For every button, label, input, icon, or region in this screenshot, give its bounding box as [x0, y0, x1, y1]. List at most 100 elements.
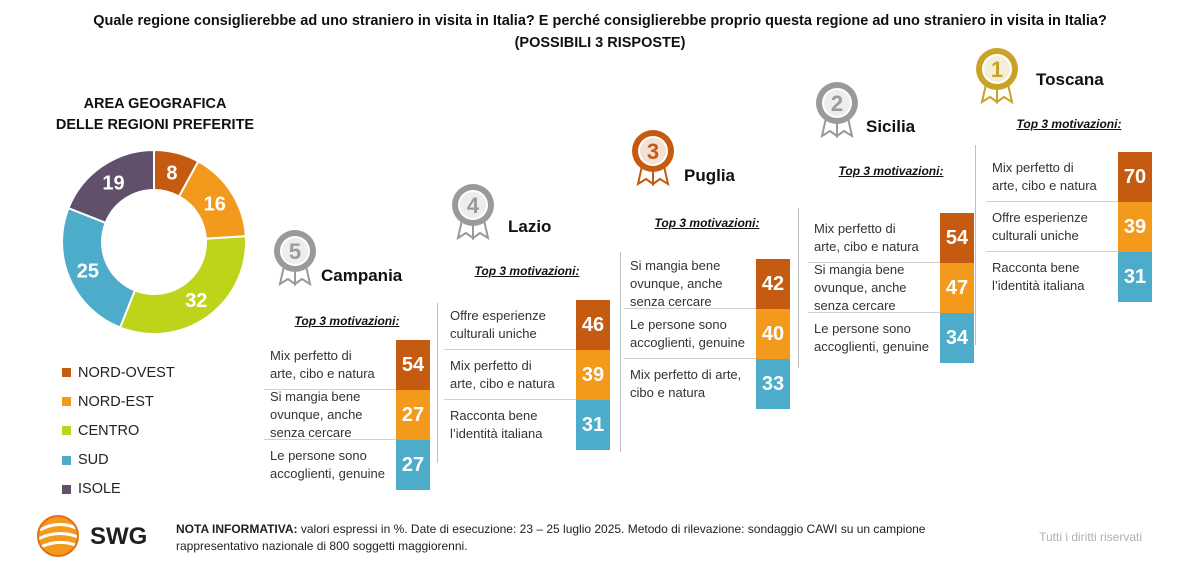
motivation-label: Racconta bene l’identità italiana [450, 408, 543, 441]
motivation-label: Si mangia bene ovunque, anche senza cercar… [814, 262, 907, 313]
rights-text: Tutti i diritti riservati [1039, 530, 1142, 544]
top3-subtitle: Top 3 motivazioni: [654, 216, 760, 230]
medal-rank-label: 2 [831, 91, 843, 116]
donut-label-isole: 19 [102, 172, 124, 194]
motivation-row: Offre esperienze culturali uniche 46 [444, 300, 610, 350]
motivation-row: Si mangia bene ovunque, anche senza cercar… [624, 258, 790, 309]
motivation-row: Mix perfetto di arte, cibo e natura 39 [444, 350, 610, 400]
title-line-1: Quale regione consiglierebbe ad uno stra… [93, 13, 1107, 29]
motivation-value: 54 [940, 213, 974, 263]
motivation-label: Racconta bene l’identità italiana [992, 260, 1085, 293]
medal-rank-label: 4 [467, 193, 480, 218]
column-divider [620, 252, 621, 452]
donut-title: AREA GEOGRAFICA DELLE REGIONI PREFERITE [40, 94, 270, 136]
row-separator [444, 399, 576, 400]
legend-label: NORD-OVEST [78, 364, 175, 381]
top3-subtitle: Top 3 motivazioni: [1016, 117, 1122, 131]
column-divider [437, 303, 438, 463]
top3-subtitle: Top 3 motivazioni: [474, 264, 580, 278]
row-separator [986, 251, 1118, 252]
legend-swatch [62, 426, 71, 436]
motivation-label: Si mangia bene ovunque, anche senza cercar… [630, 258, 723, 309]
motivation-label: Offre esperienze culturali uniche [450, 308, 546, 341]
motivation-row: Si mangia bene ovunque, anche senza cercar… [808, 262, 974, 313]
motivation-value: 42 [756, 259, 790, 309]
motivation-value: 39 [1118, 202, 1152, 252]
title-line-2: (POSSIBILI 3 RISPOSTE) [514, 35, 686, 51]
motivation-value: 27 [396, 390, 430, 440]
motivation-row: Mix perfetto di arte, cibo e natura 54 [808, 213, 974, 263]
motivation-label: Mix perfetto di arte, cibo e natura [992, 160, 1097, 193]
legend-swatch [62, 455, 71, 465]
motivation-row: Si mangia bene ovunque, anche senza cercar… [264, 389, 430, 440]
motivation-row: Mix perfetto di arte, cibo e natura 70 [986, 152, 1152, 202]
motivation-row: Mix perfetto di arte, cibo e natura 33 [624, 359, 790, 409]
motivation-row: Offre esperienze culturali uniche 39 [986, 202, 1152, 252]
swg-logo-icon [37, 515, 79, 557]
legend-label: NORD-EST [78, 393, 154, 410]
medal-1-icon: 1 [976, 48, 1018, 104]
region-name: Sicilia [866, 117, 916, 136]
medal-rank-label: 5 [289, 239, 301, 264]
medal-rank-label: 3 [647, 139, 659, 164]
donut-label-nord-ovest: 8 [166, 162, 177, 184]
donut-slice-isole [67, 148, 155, 225]
motivation-value: 34 [940, 313, 974, 363]
legend-label: ISOLE [78, 481, 121, 498]
motivation-label: Le persone sono accoglienti, genuine [814, 321, 929, 354]
footnote: NOTA INFORMATIVA: valori espressi in %. … [176, 521, 966, 555]
top3-subtitle: Top 3 motivazioni: [294, 314, 400, 328]
medal-rank-label: 1 [991, 57, 1003, 82]
motivation-label: Mix perfetto di arte, cibo e natura [450, 358, 555, 391]
motivation-value: 27 [396, 440, 430, 490]
legend-swatch [62, 368, 71, 378]
motivation-row: Le persone sono accoglienti, genuine 34 [808, 313, 974, 363]
motivation-label: Si mangia bene ovunque, anche senza cercar… [270, 389, 363, 440]
row-separator [264, 439, 396, 440]
motivation-row: Racconta bene l’identità italiana 31 [986, 252, 1152, 302]
legend-item-sud: SUD [62, 446, 175, 475]
motivation-label: Le persone sono accoglienti, genuine [630, 317, 745, 350]
medal-4-icon: 4 [452, 184, 494, 240]
footnote-text: valori espressi in %. Date di esecuzione… [176, 522, 926, 553]
legend-label: SUD [78, 452, 109, 469]
row-separator [986, 201, 1118, 202]
donut-title-line-2: DELLE REGIONI PREFERITE [55, 117, 255, 133]
motivation-label: Mix perfetto di arte, cibo e natura [814, 221, 919, 254]
donut-label-sud: 25 [77, 261, 99, 283]
swg-logo-text: SWG [90, 523, 148, 550]
legend-item-isole: ISOLE [62, 475, 175, 504]
region-name: Toscana [1036, 70, 1104, 89]
legend-item-centro: CENTRO [62, 416, 175, 445]
column-divider [975, 145, 976, 345]
medal-3-icon: 3 [632, 130, 674, 186]
motivation-row: Mix perfetto di arte, cibo e natura 54 [264, 340, 430, 390]
motivation-row: Racconta bene l’identità italiana 31 [444, 400, 610, 450]
region-name: Lazio [508, 217, 552, 236]
motivation-value: 47 [940, 263, 974, 313]
donut-chart: 8 16 32 25 19 [61, 148, 247, 335]
medal-5-icon: 5 [274, 230, 316, 286]
column-divider [798, 208, 799, 368]
legend-label: CENTRO [78, 422, 140, 439]
motivation-value: 54 [396, 340, 430, 390]
donut-label-centro: 32 [185, 290, 207, 312]
motivation-label: Offre esperienze culturali uniche [992, 210, 1088, 243]
legend-swatch [62, 397, 71, 407]
row-separator [808, 312, 940, 313]
motivation-row: Le persone sono accoglienti, genuine 40 [624, 309, 790, 359]
motivation-label: Le persone sono accoglienti, genuine [270, 448, 385, 481]
top3-subtitle: Top 3 motivazioni: [838, 164, 944, 178]
donut-label-nord-est: 16 [204, 193, 226, 215]
row-separator [264, 389, 396, 390]
motivation-value: 70 [1118, 152, 1152, 202]
row-separator [624, 308, 756, 309]
chart-title: Quale regione consiglierebbe ad uno stra… [0, 10, 1200, 54]
motivation-value: 31 [1118, 252, 1152, 302]
legend-item-nord-ovest: NORD-OVEST [62, 358, 175, 387]
medal-2-icon: 2 [816, 82, 858, 138]
row-separator [444, 349, 576, 350]
motivation-label: Mix perfetto di arte, cibo e natura [270, 348, 375, 381]
legend-swatch [62, 484, 71, 494]
motivation-row: Le persone sono accoglienti, genuine 27 [264, 440, 430, 490]
